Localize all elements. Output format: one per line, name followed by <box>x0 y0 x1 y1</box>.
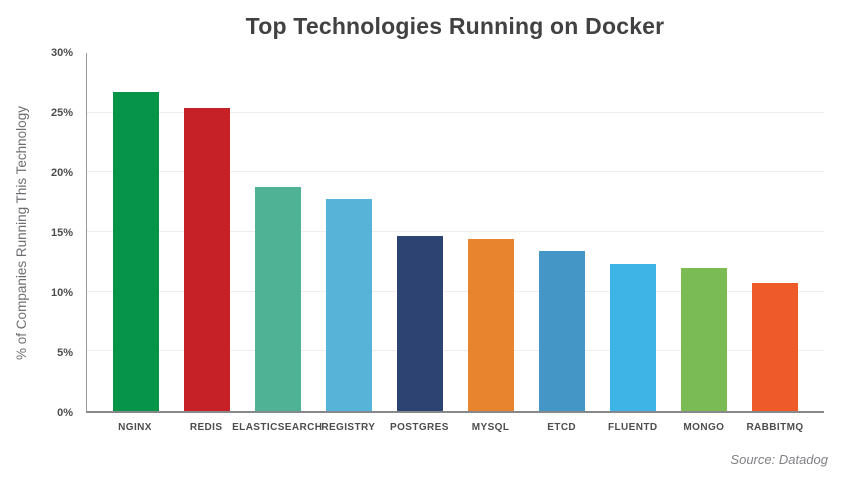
bar-elasticsearch <box>255 186 301 411</box>
bars <box>87 53 824 411</box>
y-axis-title: % of Companies Running This Technology <box>14 106 29 360</box>
x-label-fluentd: FLUENTD <box>608 422 658 433</box>
bar-postgres <box>397 235 443 411</box>
gridline-10 <box>87 290 824 292</box>
bar-registry <box>326 198 372 411</box>
bar-mysql <box>468 239 514 411</box>
y-tick-15pct: 15% <box>50 227 73 239</box>
bar-mongo <box>681 267 727 411</box>
bar-etcd <box>539 251 585 411</box>
y-tick-30pct: 30% <box>50 47 73 59</box>
x-label-etcd: ETCD <box>547 422 577 433</box>
bar-fluentd <box>610 264 656 411</box>
y-tick-0pct: 0% <box>57 407 73 419</box>
x-label-mysql: MYSQL <box>471 422 510 433</box>
x-label-postgres: POSTGRES <box>390 422 449 433</box>
x-label-mongo: MONGO <box>683 422 725 433</box>
x-label-rabbitmq: RABBITMQ <box>746 422 804 433</box>
x-label-elasticsearch: ELASTICSEARCH <box>232 422 323 433</box>
source-note: Source: Datadog <box>730 452 828 467</box>
x-axis-tick-labels: NGINX REDIS ELASTICSEARCH REGISTRY POSTGRES M… <box>86 422 824 433</box>
y-tick-5pct: 5% <box>57 347 73 359</box>
x-label-nginx: NGINX <box>118 422 152 433</box>
gridline-5 <box>87 350 824 352</box>
y-tick-10pct: 10% <box>50 287 73 299</box>
plot-area <box>86 53 824 413</box>
y-tick-25pct: 25% <box>50 107 73 119</box>
x-label-redis: REDIS <box>189 422 223 433</box>
x-label-registry: REGISTRY <box>321 422 376 433</box>
y-tick-20pct: 20% <box>50 167 73 179</box>
bar-rabbitmq <box>752 283 798 411</box>
y-axis-tick-labels: 0% 5% 10% 15% 20% 25% 30% <box>30 47 80 419</box>
bar-nginx <box>113 92 159 411</box>
gridline-25 <box>87 111 824 113</box>
chart-title: Top Technologies Running on Docker <box>245 13 665 39</box>
gridline-20 <box>87 171 824 173</box>
bar-redis <box>184 107 230 411</box>
gridline-15 <box>87 231 824 232</box>
